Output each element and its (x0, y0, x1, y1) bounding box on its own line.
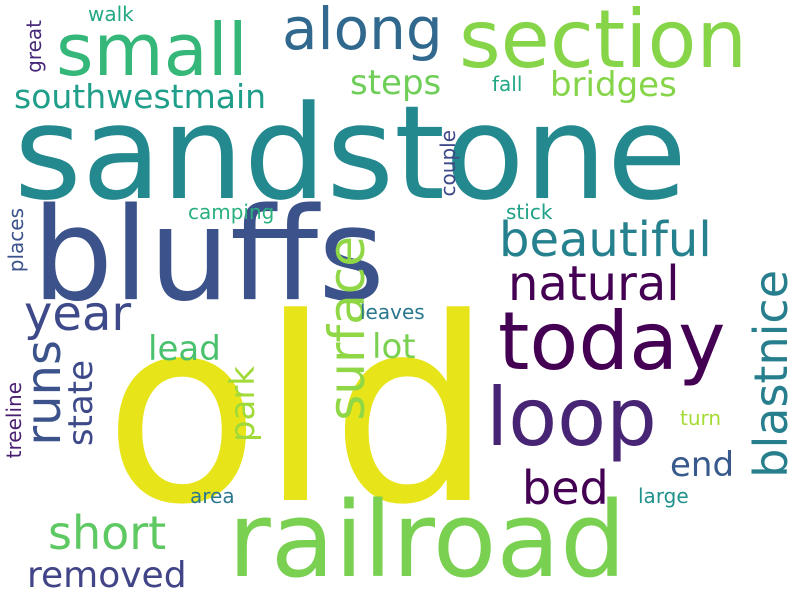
word-stick: stick (506, 200, 553, 224)
word-bluffs: bluffs (32, 181, 385, 330)
word-walk: walk (88, 2, 134, 26)
word-places: places (4, 208, 28, 273)
word-large: large (638, 484, 689, 508)
word-blastnice: blastnice (744, 270, 798, 478)
word-along: along (282, 0, 443, 63)
word-end: end (670, 445, 735, 485)
word-southwestmain: southwestmain (14, 77, 267, 116)
word-treeline: treeline (2, 382, 26, 459)
word-couple: couple (436, 130, 460, 197)
word-small: small (56, 8, 248, 92)
word-bridges: bridges (550, 65, 677, 105)
word-sandstone: sandstone (14, 77, 687, 229)
word-lot: lot (372, 327, 416, 367)
word-park: park (223, 366, 263, 443)
word-loop: loop (486, 371, 657, 464)
word-steps: steps (350, 63, 442, 103)
word-bed: bed (522, 461, 609, 515)
word-fall: fall (492, 72, 523, 96)
word-short: short (48, 506, 167, 560)
word-railroad: railroad (228, 479, 627, 600)
word-great: great (22, 20, 46, 73)
word-natural: natural (508, 256, 680, 312)
word-state: state (61, 360, 101, 447)
word-area: area (190, 484, 235, 508)
word-lead: lead (148, 329, 221, 369)
word-leaves: leaves (360, 300, 425, 324)
word-removed: removed (27, 555, 187, 596)
word-camping: camping (188, 200, 275, 224)
word-today: today (498, 295, 726, 388)
word-beautiful: beautiful (499, 212, 712, 268)
word-turn: turn (680, 406, 722, 430)
word-old: old (104, 264, 493, 561)
word-section: section (459, 0, 748, 86)
word-surface: surface (318, 236, 376, 421)
word-year: year (24, 286, 132, 342)
